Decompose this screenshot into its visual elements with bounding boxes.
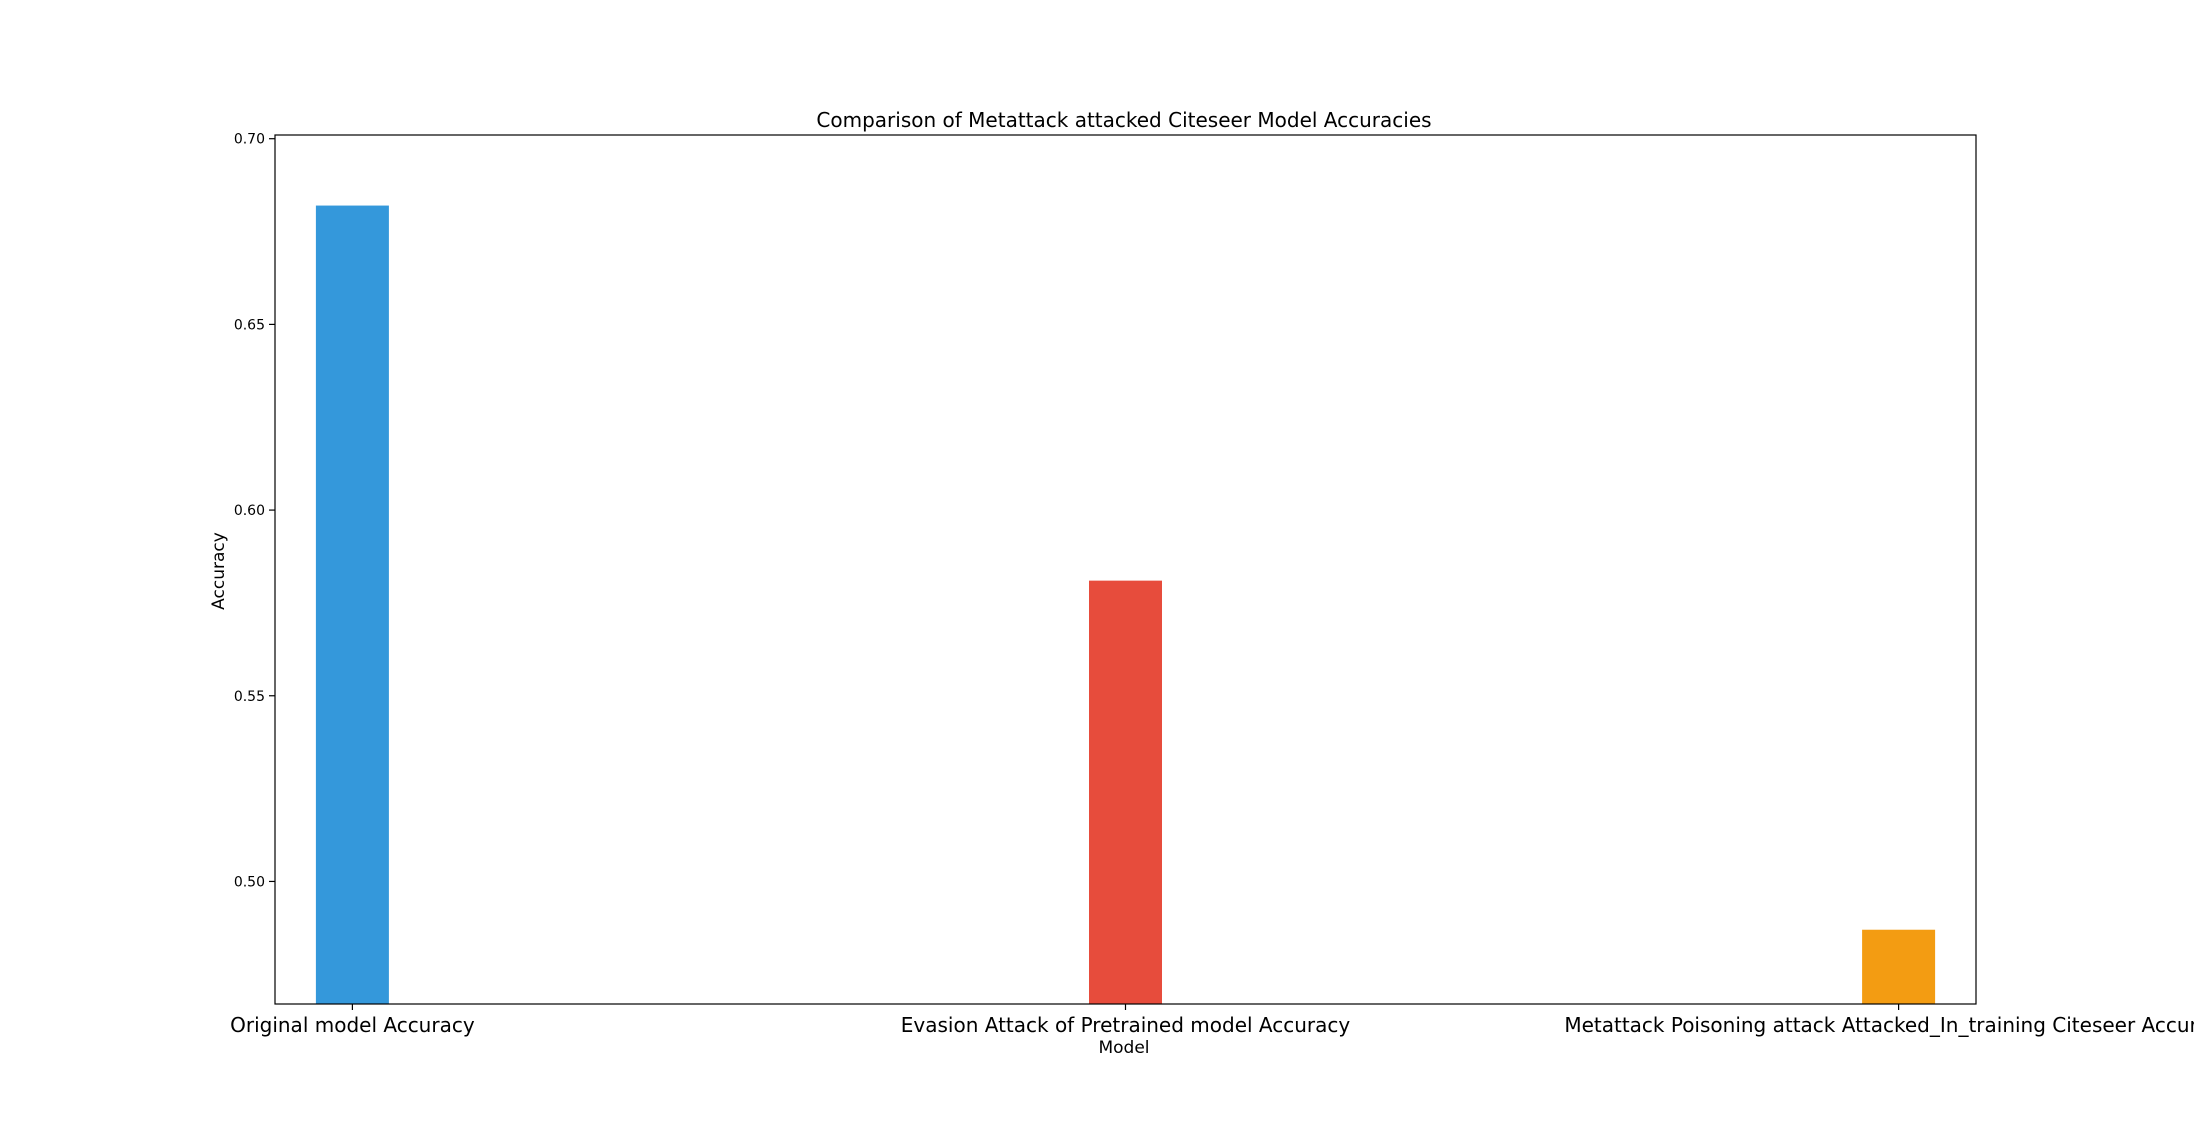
- bar: [1862, 929, 1936, 1004]
- bar: [1089, 580, 1162, 1004]
- y-tick-label: 0.70: [234, 132, 265, 148]
- y-axis-label: Accuracy: [209, 532, 229, 610]
- x-category-label: Evasion Attack of Pretrained model Accur…: [901, 1013, 1351, 1037]
- y-tick-label: 0.60: [234, 503, 265, 519]
- x-category-label: Metattack Poisoning attack Attacked_In_t…: [1564, 1013, 2194, 1037]
- chart-title: Comparison of Metattack attacked Citesee…: [816, 108, 1431, 132]
- x-axis-categories: Original model Accuracy Evasion Attack of…: [230, 1004, 2194, 1037]
- y-axis-ticks: 0.50 0.55 0.60 0.65 0.70: [234, 132, 275, 890]
- plot-area-frame: [274, 134, 1977, 1005]
- bar: [315, 205, 389, 1005]
- bars: [315, 205, 1936, 1005]
- y-tick-label: 0.65: [234, 317, 265, 333]
- y-tick-label: 0.55: [234, 689, 265, 705]
- y-tick-label: 0.50: [234, 874, 265, 890]
- x-category-label: Original model Accuracy: [230, 1013, 475, 1037]
- x-axis-label: Model: [1098, 1038, 1149, 1058]
